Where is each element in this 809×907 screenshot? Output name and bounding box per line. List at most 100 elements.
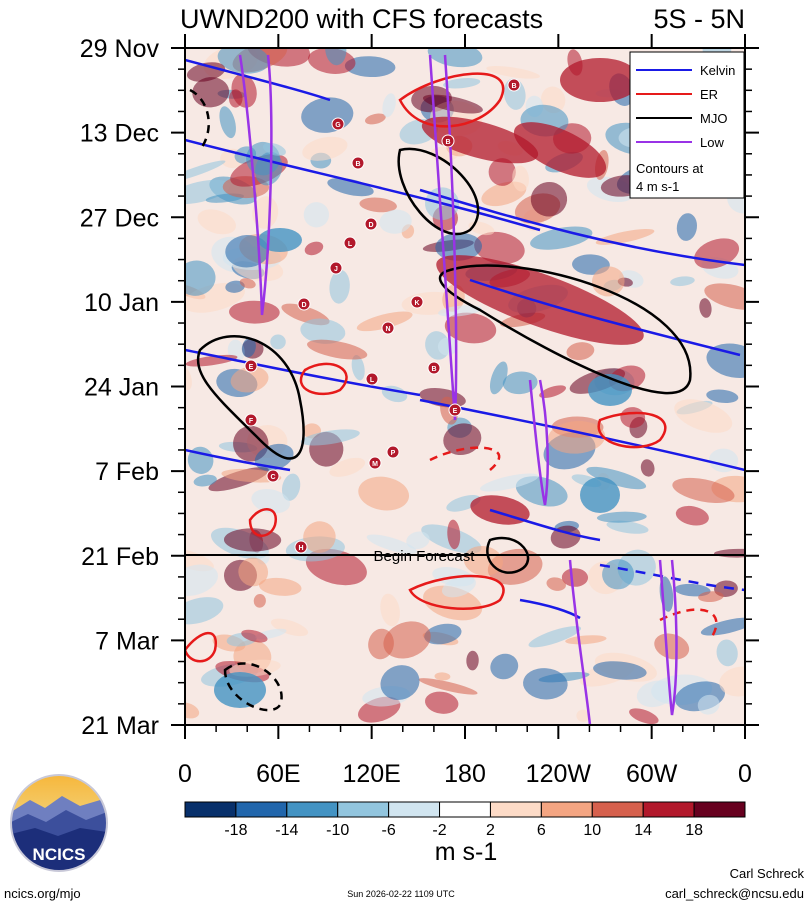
anomaly-cell xyxy=(654,633,690,660)
ncics-logo: NCICS xyxy=(10,774,108,872)
mjo-contour xyxy=(397,147,480,236)
anomaly-cell xyxy=(300,429,360,446)
anomaly-cell xyxy=(446,494,481,512)
storm-marker: K xyxy=(410,295,424,309)
colorbar-label: 14 xyxy=(634,822,652,839)
anomaly-cell xyxy=(242,337,256,358)
storm-marker-letter: L xyxy=(370,377,375,384)
x-tick-label: 60E xyxy=(256,760,300,788)
anomaly-cell xyxy=(480,473,539,492)
x-tick-label: 180 xyxy=(444,760,486,788)
anomaly-cell xyxy=(606,520,649,534)
colorbar-swatch xyxy=(388,801,441,818)
footer-url[interactable]: ncics.org/mjo xyxy=(4,886,81,901)
anomaly-cell xyxy=(302,136,348,161)
storm-marker-letter: E xyxy=(249,364,254,371)
mjo-contour-negative xyxy=(189,88,210,151)
y-tick-label: 13 Dec xyxy=(80,120,159,148)
kelvin-contour xyxy=(419,188,745,267)
low-contour xyxy=(658,559,678,716)
legend-kelvin-label: Kelvin xyxy=(700,63,735,78)
storm-marker: F xyxy=(244,413,258,427)
anomaly-cell xyxy=(674,583,711,597)
anomaly-cell xyxy=(706,389,739,404)
storm-marker-dot xyxy=(297,297,311,311)
anomaly-cell xyxy=(481,181,527,207)
anomaly-cell xyxy=(359,197,397,213)
kelvin-contour xyxy=(185,348,421,397)
colorbar-swatch xyxy=(693,801,746,818)
mjo-contour-negative xyxy=(223,662,283,712)
contour-lines: B G B B D L J D K N E B L E F P M C H xyxy=(185,54,745,725)
anomaly-cell xyxy=(307,339,368,360)
anomaly-cell xyxy=(368,628,394,660)
anomaly-cell xyxy=(380,593,400,627)
footer-email[interactable]: carl_schreck@ncsu.edu xyxy=(665,886,804,901)
anomaly-cell xyxy=(697,694,720,715)
anomaly-cell xyxy=(406,531,430,550)
x-tick-label: 60W xyxy=(626,760,678,788)
kelvin-contour xyxy=(469,278,741,357)
y-tick-label: 24 Jan xyxy=(84,374,159,402)
anomaly-cell xyxy=(270,334,286,350)
anomaly-cell xyxy=(636,680,675,708)
anomaly-cell xyxy=(490,653,519,680)
storm-marker-dot xyxy=(368,456,382,470)
low-contour xyxy=(568,559,592,725)
er-contour xyxy=(398,72,505,128)
storm-marker: L xyxy=(343,236,357,250)
storm-marker-dot xyxy=(410,295,424,309)
storm-marker-letter: C xyxy=(270,474,275,481)
anomaly-cell xyxy=(424,623,462,645)
storm-marker: M xyxy=(368,456,382,470)
anomaly-cell xyxy=(252,196,279,229)
anomaly-cell xyxy=(351,355,365,381)
storm-marker: E xyxy=(244,359,258,373)
storm-marker-dot xyxy=(365,372,379,386)
er-contour xyxy=(185,631,218,663)
legend-note-line1: Contours at xyxy=(636,161,704,176)
storm-marker: C xyxy=(266,469,280,483)
storm-marker-dot xyxy=(427,361,441,375)
y-tick-label: 7 Feb xyxy=(95,458,159,486)
storm-marker: J xyxy=(329,261,343,275)
anomaly-cell xyxy=(586,466,647,490)
anomaly-cell xyxy=(593,661,647,680)
anomaly-cell xyxy=(423,585,483,621)
colorbar-swatch xyxy=(540,801,593,818)
storm-marker-dot xyxy=(294,540,308,554)
anomaly-cell xyxy=(674,399,733,433)
kelvin-contour xyxy=(185,138,541,232)
colorbar-label: 18 xyxy=(685,822,703,839)
storm-marker-letter: B xyxy=(431,366,436,373)
anomaly-cell xyxy=(380,665,420,700)
anomaly-cell xyxy=(676,213,698,241)
legend-low-label: Low xyxy=(700,135,724,150)
anomaly-strong-positive xyxy=(513,122,607,178)
storm-marker-letter: J xyxy=(334,266,338,273)
chart-title: UWND200 with CFS forecasts xyxy=(180,4,543,34)
anomaly-cell xyxy=(719,666,745,697)
anomaly-cell xyxy=(502,371,538,395)
x-tick-label: 120W xyxy=(526,760,592,788)
anomaly-strong-positive xyxy=(560,58,640,102)
anomaly-cell xyxy=(425,691,459,714)
low-contour xyxy=(528,379,549,506)
anomaly-cell xyxy=(185,179,231,205)
anomaly-cell xyxy=(539,385,567,399)
anomaly-cell xyxy=(344,56,396,78)
storm-marker-dot xyxy=(266,469,280,483)
anomaly-cell xyxy=(329,457,366,477)
storm-marker: H xyxy=(294,540,308,554)
er-contour xyxy=(248,508,278,537)
anomaly-cell xyxy=(670,276,695,287)
kelvin-contour xyxy=(185,58,331,102)
storm-marker-letter: F xyxy=(249,418,254,425)
storm-marker-dot xyxy=(386,445,400,459)
storm-marker: B xyxy=(427,361,441,375)
anomaly-cell xyxy=(418,678,478,695)
storm-marker: P xyxy=(386,445,400,459)
er-contour-negative xyxy=(659,608,718,641)
kelvin-contour xyxy=(489,508,601,542)
storm-marker-letter: M xyxy=(372,461,378,468)
